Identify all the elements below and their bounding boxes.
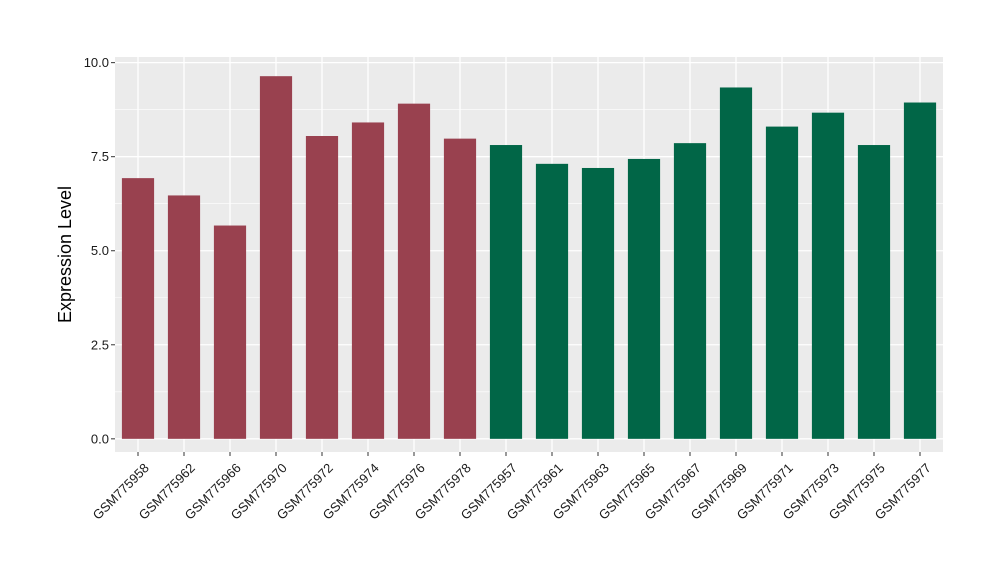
- bar-GSM775971: [765, 126, 799, 439]
- minor-gridlines: [115, 109, 943, 393]
- y-axis-title: Expression Level: [55, 186, 75, 323]
- bar-GSM775970: [259, 76, 293, 439]
- bar-GSM775957: [489, 145, 523, 439]
- bar-GSM775961: [535, 163, 569, 439]
- y-axis: 0.0 2.5 5.0 7.5 10.0: [84, 55, 115, 446]
- bar-GSM775963: [581, 167, 615, 439]
- y-tick-label: 2.5: [91, 337, 109, 352]
- bar-GSM775978: [443, 138, 477, 439]
- y-tick-label: 7.5: [91, 149, 109, 164]
- bar-GSM775962: [167, 195, 201, 439]
- bars: [121, 76, 937, 439]
- plot-panel: [115, 57, 943, 452]
- bar-GSM775969: [719, 87, 753, 439]
- bar-GSM775973: [811, 112, 845, 439]
- y-tick-label: 10.0: [84, 55, 109, 70]
- x-axis: GSM775958GSM775962GSM775966GSM775970GSM7…: [90, 452, 934, 523]
- bar-GSM775958: [121, 178, 155, 439]
- bar-GSM775976: [397, 103, 431, 439]
- bar-GSM775974: [351, 122, 385, 439]
- bar-GSM775966: [213, 225, 247, 439]
- y-tick-label: 5.0: [91, 243, 109, 258]
- bar-GSM775965: [627, 158, 661, 439]
- bar-GSM775975: [857, 145, 891, 439]
- bar-GSM775972: [305, 136, 339, 439]
- y-tick-label: 0.0: [91, 431, 109, 446]
- bar-GSM775977: [903, 102, 937, 439]
- bar-GSM775967: [673, 143, 707, 439]
